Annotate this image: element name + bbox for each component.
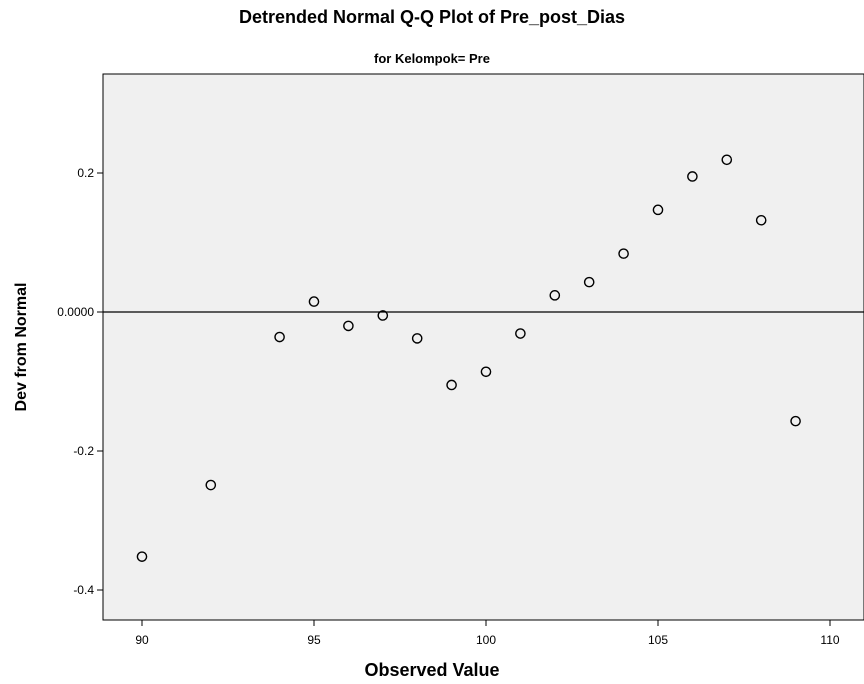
y-tick-label: 0.2 [77,166,94,180]
chart-subtitle: for Kelompok= Pre [374,51,490,66]
x-axis-label: Observed Value [364,660,500,680]
y-tick-label: 0.0000 [57,305,94,319]
data-point [446,379,457,391]
data-point [549,290,561,301]
data-point [480,366,492,378]
data-point [274,331,285,343]
plot-area [102,73,864,621]
chart-title: Detrended Normal Q-Q Plot of Pre_post_Di… [238,7,626,27]
data-point [515,328,526,339]
data-point [687,171,698,182]
data-point [721,154,733,166]
data-point [652,204,664,216]
y-tick-label: -0.2 [73,444,94,458]
x-tick-label: 105 [648,633,668,647]
data-point [377,310,389,321]
data-point [790,415,801,427]
x-tick-label: 100 [476,633,496,647]
data-point [136,551,148,562]
data-point [343,320,354,332]
data-point [583,276,595,288]
y-tick-label: -0.4 [73,583,94,597]
data-point [411,333,423,344]
x-tick-label: 95 [307,633,321,647]
data-point [308,296,320,307]
data-point [618,248,629,259]
x-tick-label: 90 [135,633,149,647]
data-point [205,479,217,491]
data-point [755,214,767,226]
x-tick-label: 110 [820,633,839,647]
